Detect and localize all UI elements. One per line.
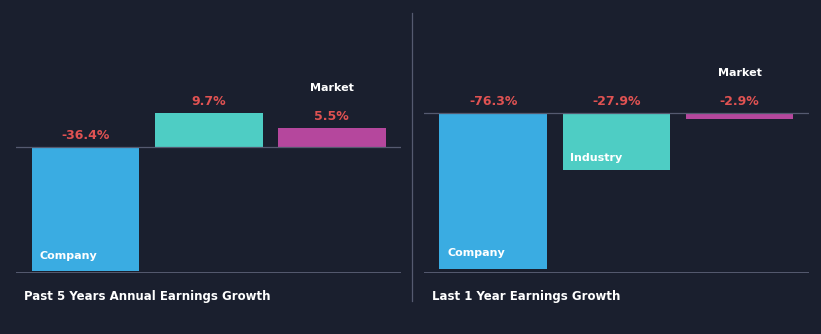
Text: -27.9%: -27.9% (592, 95, 640, 108)
Bar (562, 113, 670, 170)
Text: Market: Market (310, 83, 354, 93)
Text: Company: Company (39, 251, 97, 261)
Text: 5.5%: 5.5% (314, 110, 349, 123)
Text: Company: Company (447, 248, 505, 258)
Text: 9.7%: 9.7% (191, 96, 226, 109)
Text: -76.3%: -76.3% (469, 95, 517, 108)
Text: Market: Market (718, 68, 761, 78)
Text: -2.9%: -2.9% (719, 95, 759, 108)
Text: -36.4%: -36.4% (62, 129, 110, 142)
Bar (439, 113, 547, 270)
Text: Past 5 Years Annual Earnings Growth: Past 5 Years Annual Earnings Growth (24, 290, 271, 303)
Bar (32, 147, 140, 271)
Text: Last 1 Year Earnings Growth: Last 1 Year Earnings Growth (432, 290, 620, 303)
Bar (278, 128, 386, 147)
Bar (155, 114, 263, 147)
Bar (686, 113, 793, 119)
Text: Industry: Industry (571, 153, 622, 163)
